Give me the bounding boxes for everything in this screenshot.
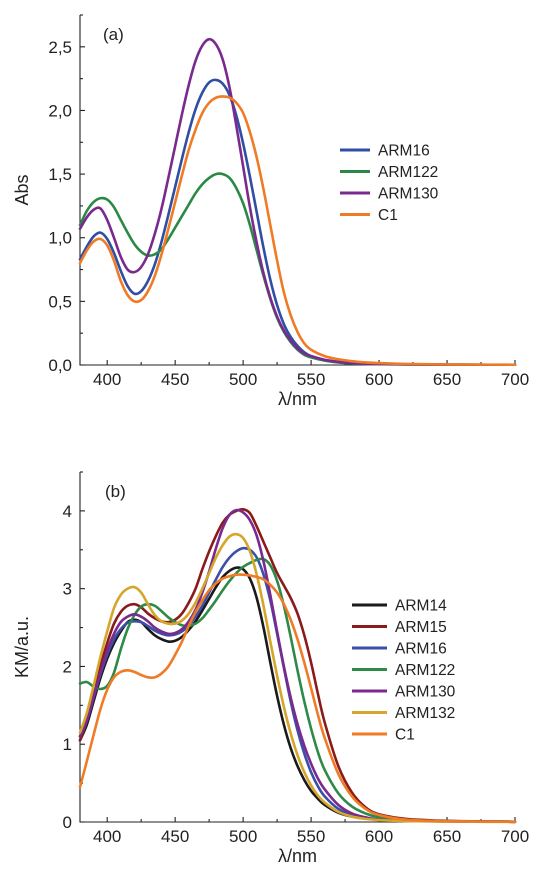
legend-label: ARM130	[378, 186, 439, 203]
axes-frame	[79, 15, 515, 366]
x-tick-label: 400	[93, 370, 121, 389]
y-tick-label: 1,5	[48, 165, 72, 184]
legend-label: ARM16	[395, 641, 447, 658]
legend-label: ARM16	[378, 143, 430, 160]
legend-label: ARM122	[378, 164, 438, 181]
x-tick-label: 400	[93, 827, 121, 846]
legend-label: C1	[378, 207, 398, 224]
series-line-arm122	[78, 172, 517, 367]
series-line-c1	[78, 95, 517, 367]
legend: ARM14 ARM15 ARM16 ARM122 ARM130 ARM132 C1	[352, 598, 456, 744]
legend-label: C1	[395, 727, 415, 744]
x-tick-label: 500	[229, 370, 257, 389]
x-tick-label: 600	[365, 827, 393, 846]
legend-label: ARM130	[395, 684, 456, 701]
series-line-arm16	[78, 78, 517, 367]
y-tick-label: 2,0	[48, 101, 72, 120]
x-tick-label: 500	[229, 827, 257, 846]
y-tick-label: 0,5	[48, 292, 72, 311]
series-line-c1	[78, 573, 517, 824]
y-tick-label: 1	[63, 735, 72, 754]
x-axis-label: λ/nm	[278, 846, 317, 866]
y-tick-label: 4	[63, 502, 72, 521]
legend: ARM16 ARM122 ARM130 C1	[340, 143, 439, 224]
y-axis-label: KM/a.u.	[12, 616, 32, 678]
y-tick-label: 2,5	[48, 38, 72, 57]
x-tick-label: 550	[297, 370, 325, 389]
y-axis-label: Abs	[12, 174, 32, 205]
y-tick-label: 0,0	[48, 356, 72, 375]
x-tick-label: 450	[161, 370, 189, 389]
y-tick-label: 0	[63, 813, 72, 832]
axes-frame	[79, 472, 515, 823]
panel-a-chart: 400 450 500 550 600 650 700 0,0 0,5 1,0 1,5 2,0 2,5 λ…	[12, 14, 529, 409]
panel-label: (b)	[105, 482, 126, 501]
legend-label: ARM14	[395, 598, 447, 615]
x-tick-label: 650	[433, 370, 461, 389]
panel-b-chart: 400 450 500 550 600 650 700 0 1 2 3 4 λ/nm KM/a.u. (b)…	[12, 471, 529, 866]
y-tick-label: 3	[63, 580, 72, 599]
series-line-arm130	[78, 508, 517, 824]
series-line-arm132	[78, 532, 517, 824]
x-tick-label: 650	[433, 827, 461, 846]
x-tick-label: 700	[501, 827, 529, 846]
x-tick-label: 450	[161, 827, 189, 846]
legend-label: ARM15	[395, 619, 447, 636]
y-tick-label: 1,0	[48, 229, 72, 248]
x-axis-label: λ/nm	[278, 389, 317, 409]
x-tick-label: 550	[297, 827, 325, 846]
panel-label: (a)	[103, 25, 124, 44]
x-tick-label: 600	[365, 370, 393, 389]
x-tick-label: 700	[501, 370, 529, 389]
legend-label: ARM132	[395, 705, 455, 722]
series-line-arm130	[78, 37, 517, 367]
series-line-arm122	[78, 557, 517, 824]
legend-label: ARM122	[395, 662, 455, 679]
y-tick-label: 2	[63, 657, 72, 676]
